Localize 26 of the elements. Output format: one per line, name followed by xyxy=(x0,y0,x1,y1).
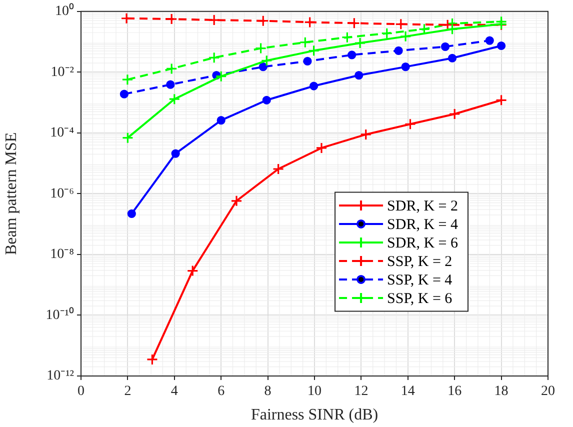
y-axis-title: Beam pattern MSE xyxy=(2,132,20,256)
x-tick-label: 8 xyxy=(264,384,272,400)
x-tick-label: 20 xyxy=(541,384,555,400)
x-tick-label: 10 xyxy=(308,384,322,400)
y-tick-label: 10⁻² xyxy=(50,64,74,80)
legend-label: SSP, K = 4 xyxy=(387,272,453,288)
x-tick-label: 12 xyxy=(354,384,368,400)
y-tick-label: 10⁻¹² xyxy=(46,368,74,384)
legend-label: SDR, K = 6 xyxy=(387,235,458,252)
x-tick-label: 16 xyxy=(448,384,462,400)
legend-label: SSP, K = 6 xyxy=(387,290,453,307)
y-tick-label: 10⁻¹⁰ xyxy=(46,306,74,323)
x-tick-label: 6 xyxy=(218,384,225,400)
y-tick-label: 10⁰ xyxy=(55,3,74,20)
x-axis-title: Fairness SINR (dB) xyxy=(250,406,378,424)
legend-label: SDR, K = 2 xyxy=(387,198,458,214)
y-tick-label: 10⁻⁴ xyxy=(50,126,74,141)
y-tick-label: 10⁻⁶ xyxy=(50,186,74,202)
x-tick-label: 14 xyxy=(400,384,415,400)
legend-label: SDR, K = 4 xyxy=(387,216,458,233)
y-tick-label: 10⁻⁸ xyxy=(50,247,74,262)
legend-label: SSP, K = 2 xyxy=(387,254,452,270)
x-tick-label: 2 xyxy=(124,384,132,400)
x-tick-label: 18 xyxy=(494,384,508,400)
x-tick-label: 4 xyxy=(170,384,178,400)
x-tick-label: 0 xyxy=(78,384,84,400)
